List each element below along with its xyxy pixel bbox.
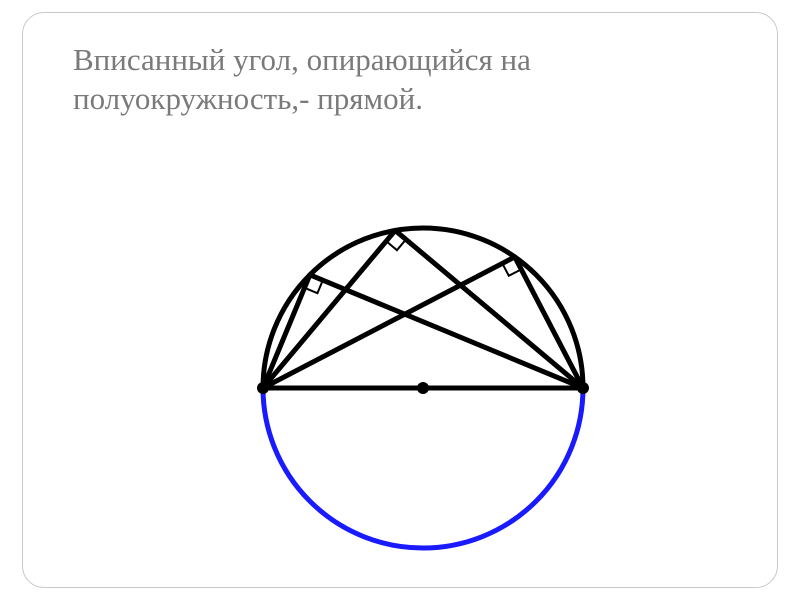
title-line-1: Вписанный угол, опирающийся на	[73, 42, 531, 77]
geometry-diagram	[223, 188, 623, 588]
slide-title: Вписанный угол, опирающийся на полуокруж…	[73, 41, 773, 119]
diagram-svg	[223, 188, 623, 588]
chord-1-right	[395, 230, 583, 388]
center-dot	[417, 382, 429, 394]
endpoint-right	[577, 382, 589, 394]
title-line-2: полуокружность,- прямой.	[73, 81, 423, 116]
chord-2-left	[263, 257, 515, 388]
chord-2-right	[515, 257, 583, 388]
chord-0-left	[263, 275, 310, 388]
endpoint-left	[257, 382, 269, 394]
lower-semicircle	[263, 388, 583, 548]
slide-frame: Вписанный угол, опирающийся на полуокруж…	[22, 12, 778, 588]
